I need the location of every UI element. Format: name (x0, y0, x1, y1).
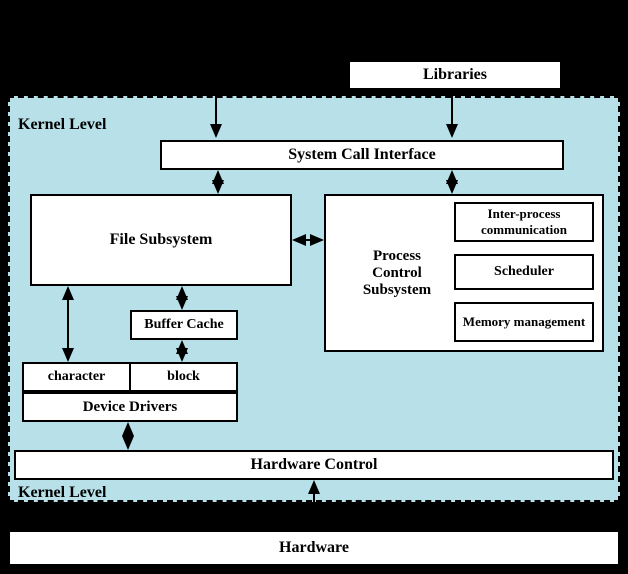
system-call-interface-box: System Call Interface (160, 140, 564, 170)
char-block-row: character block (22, 362, 238, 392)
ipc-text: Inter-process communication (456, 206, 592, 238)
block-text: block (167, 369, 200, 385)
memory-management-box: Memory management (454, 302, 594, 342)
buffer-cache-box: Buffer Cache (130, 310, 238, 340)
user-level-label: User Level (372, 24, 445, 42)
character-box: character (22, 362, 130, 392)
memory-text: Memory management (463, 314, 585, 330)
hardware-level-label: Hardware Level (18, 508, 122, 525)
scheduler-text: Scheduler (494, 264, 554, 280)
hardware-control-box: Hardware Control (14, 450, 614, 480)
device-drivers-text: Device Drivers (83, 399, 178, 416)
user-programs-label: User Programs (160, 24, 263, 42)
ipc-box: Inter-process communication (454, 202, 594, 242)
file-subsystem-text: File Subsystem (110, 231, 213, 249)
file-subsystem-box: File Subsystem (30, 194, 292, 286)
kernel-level-top-label: Kernel Level (18, 116, 106, 134)
buffer-cache-text: Buffer Cache (144, 317, 223, 333)
hardware-box: Hardware (8, 530, 620, 566)
hardware-control-text: Hardware Control (251, 456, 378, 474)
block-box: block (130, 362, 238, 392)
sci-text: System Call Interface (288, 146, 436, 164)
hardware-text: Hardware (279, 539, 349, 557)
libraries-text: Libraries (423, 66, 487, 84)
kernel-level-bottom-label: Kernel Level (18, 484, 106, 502)
scheduler-box: Scheduler (454, 254, 594, 290)
device-drivers-box: Device Drivers (22, 392, 238, 422)
pcs-text: Process Control Subsystem (342, 248, 452, 299)
character-text: character (48, 369, 106, 385)
libraries-box: Libraries (348, 60, 562, 90)
